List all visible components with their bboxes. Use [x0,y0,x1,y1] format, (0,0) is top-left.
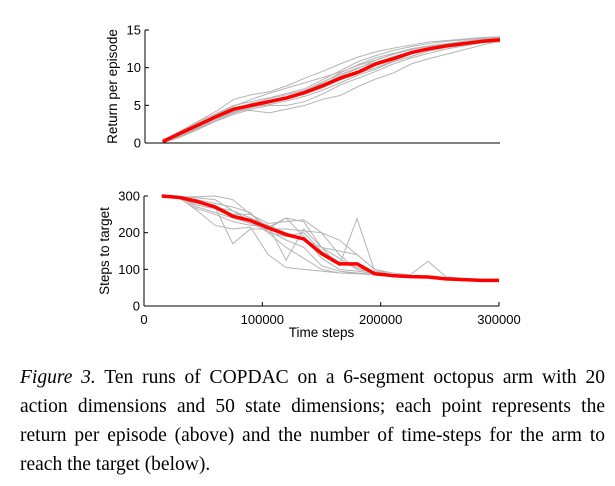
x-tick-label: 200000 [359,312,402,327]
y-tick-label: 10 [127,60,141,75]
run-line-1 [162,36,501,142]
y-tick-label: 5 [134,98,141,113]
run-line-3 [161,195,500,281]
run-line-8 [162,38,501,144]
figure-charts: 0 5 10 15 Return per episode 0 100 200 300 0 1000… [97,23,521,341]
run-line-10 [162,41,501,143]
x-axis-label: Time steps [289,325,355,340]
mean-line [162,38,501,144]
run-line-4 [162,40,501,144]
y-axis-label: Steps to target [97,207,112,295]
run-line-3 [162,40,501,142]
steps-chart: 0 100 200 300 0 100000 200000 300000 Steps to ta… [97,189,521,341]
y-tick-label: 200 [118,225,140,240]
return-chart: 0 5 10 15 Return per episode [105,23,501,151]
mean-line [161,194,499,283]
y-tick-label: 15 [127,23,141,38]
y-tick-label: 0 [134,136,141,151]
y-axis-label: Return per episode [105,29,120,144]
x-tick-label: 300000 [477,312,520,327]
caption-label: Figure 3. [20,367,96,388]
run-line-6 [162,38,501,143]
x-tick-label: 100000 [241,312,284,327]
x-tick-label: 0 [140,312,147,327]
y-tick-label: 100 [118,262,140,277]
caption-text: Ten runs of COPDAC on a 6-segment octopu… [20,367,605,475]
y-tick-label: 0 [133,299,140,314]
run-line-9 [161,195,499,281]
run-line-9 [162,39,501,142]
figure-caption: Figure 3. Ten runs of COPDAC on a 6-segm… [20,363,605,479]
y-tick-label: 300 [118,189,140,204]
